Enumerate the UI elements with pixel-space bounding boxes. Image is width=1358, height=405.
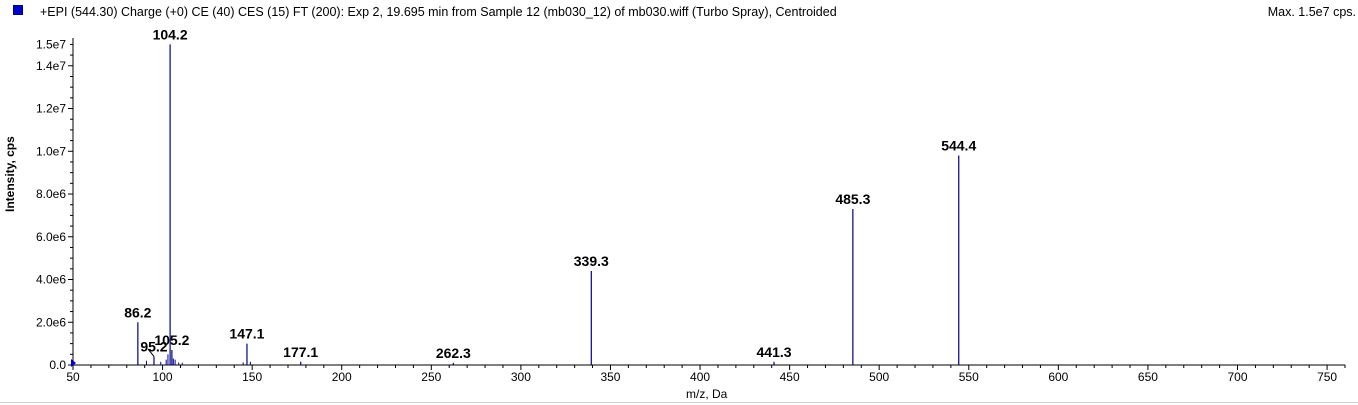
legend-swatch xyxy=(13,5,23,15)
peak-label: 485.3 xyxy=(835,191,870,207)
peak-label: 86.2 xyxy=(124,304,151,320)
y-tick-label: 1.0e7 xyxy=(36,144,66,158)
x-axis-label: m/z, Da xyxy=(686,387,728,401)
peak-label: 105.2 xyxy=(154,332,189,348)
x-tick-label: 100 xyxy=(153,370,173,384)
peak-label: 104.2 xyxy=(153,26,188,42)
origin-marker-icon xyxy=(71,359,76,367)
x-tick-label: 300 xyxy=(511,370,531,384)
x-tick-label: 250 xyxy=(421,370,441,384)
peaks xyxy=(137,44,960,365)
y-tick-label: 1.2e7 xyxy=(36,102,66,116)
y-tick-label: 1.5e7 xyxy=(36,37,66,51)
max-intensity-label: Max. 1.5e7 cps. xyxy=(1267,5,1356,19)
peak-label: 441.3 xyxy=(757,344,792,360)
y-tick-label: 6.0e6 xyxy=(36,230,66,244)
x-tick-label: 200 xyxy=(332,370,352,384)
y-tick-label: 2.0e6 xyxy=(36,315,66,329)
peak-label: 262.3 xyxy=(436,345,471,361)
x-tick-label: 600 xyxy=(1048,370,1068,384)
bottom-divider xyxy=(0,402,1358,403)
axes: 50 100 150 200 250 300 350 400 450 500 550 600 650 70… xyxy=(36,37,1346,384)
x-tick-label: 750 xyxy=(1317,370,1337,384)
chart-header: +EPI (544.30) Charge (+0) CE (40) CES (1… xyxy=(0,0,1358,24)
chart-title: +EPI (544.30) Charge (+0) CE (40) CES (1… xyxy=(40,5,837,19)
peak-label: 95.2 xyxy=(140,338,167,354)
x-tick-label: 650 xyxy=(1138,370,1158,384)
x-tick-label: 350 xyxy=(600,370,620,384)
peak-leader-line xyxy=(147,348,155,357)
x-tick-label: 500 xyxy=(869,370,889,384)
y-tick-label: 1.4e7 xyxy=(36,59,66,73)
minor-peaks xyxy=(145,354,251,365)
y-tick-label: 0.0 xyxy=(49,358,66,372)
x-tick-label: 450 xyxy=(780,370,800,384)
peak-label: 339.3 xyxy=(574,253,609,269)
y-tick-label: 4.0e6 xyxy=(36,273,66,287)
peak-label: 147.1 xyxy=(229,326,264,342)
x-tick-label: 400 xyxy=(690,370,710,384)
peak-label: 177.1 xyxy=(283,344,318,360)
y-tick-label: 8.0e6 xyxy=(36,187,66,201)
x-tick-label: 700 xyxy=(1227,370,1247,384)
x-tick-label: 150 xyxy=(242,370,262,384)
peak-label: 544.4 xyxy=(941,138,976,154)
x-tick-label: 50 xyxy=(66,370,80,384)
x-tick-label: 550 xyxy=(959,370,979,384)
peak-labels: 86.2 95.2 104.2 105.2 147.1 177.1 262.3 339.3 44… xyxy=(124,26,976,360)
